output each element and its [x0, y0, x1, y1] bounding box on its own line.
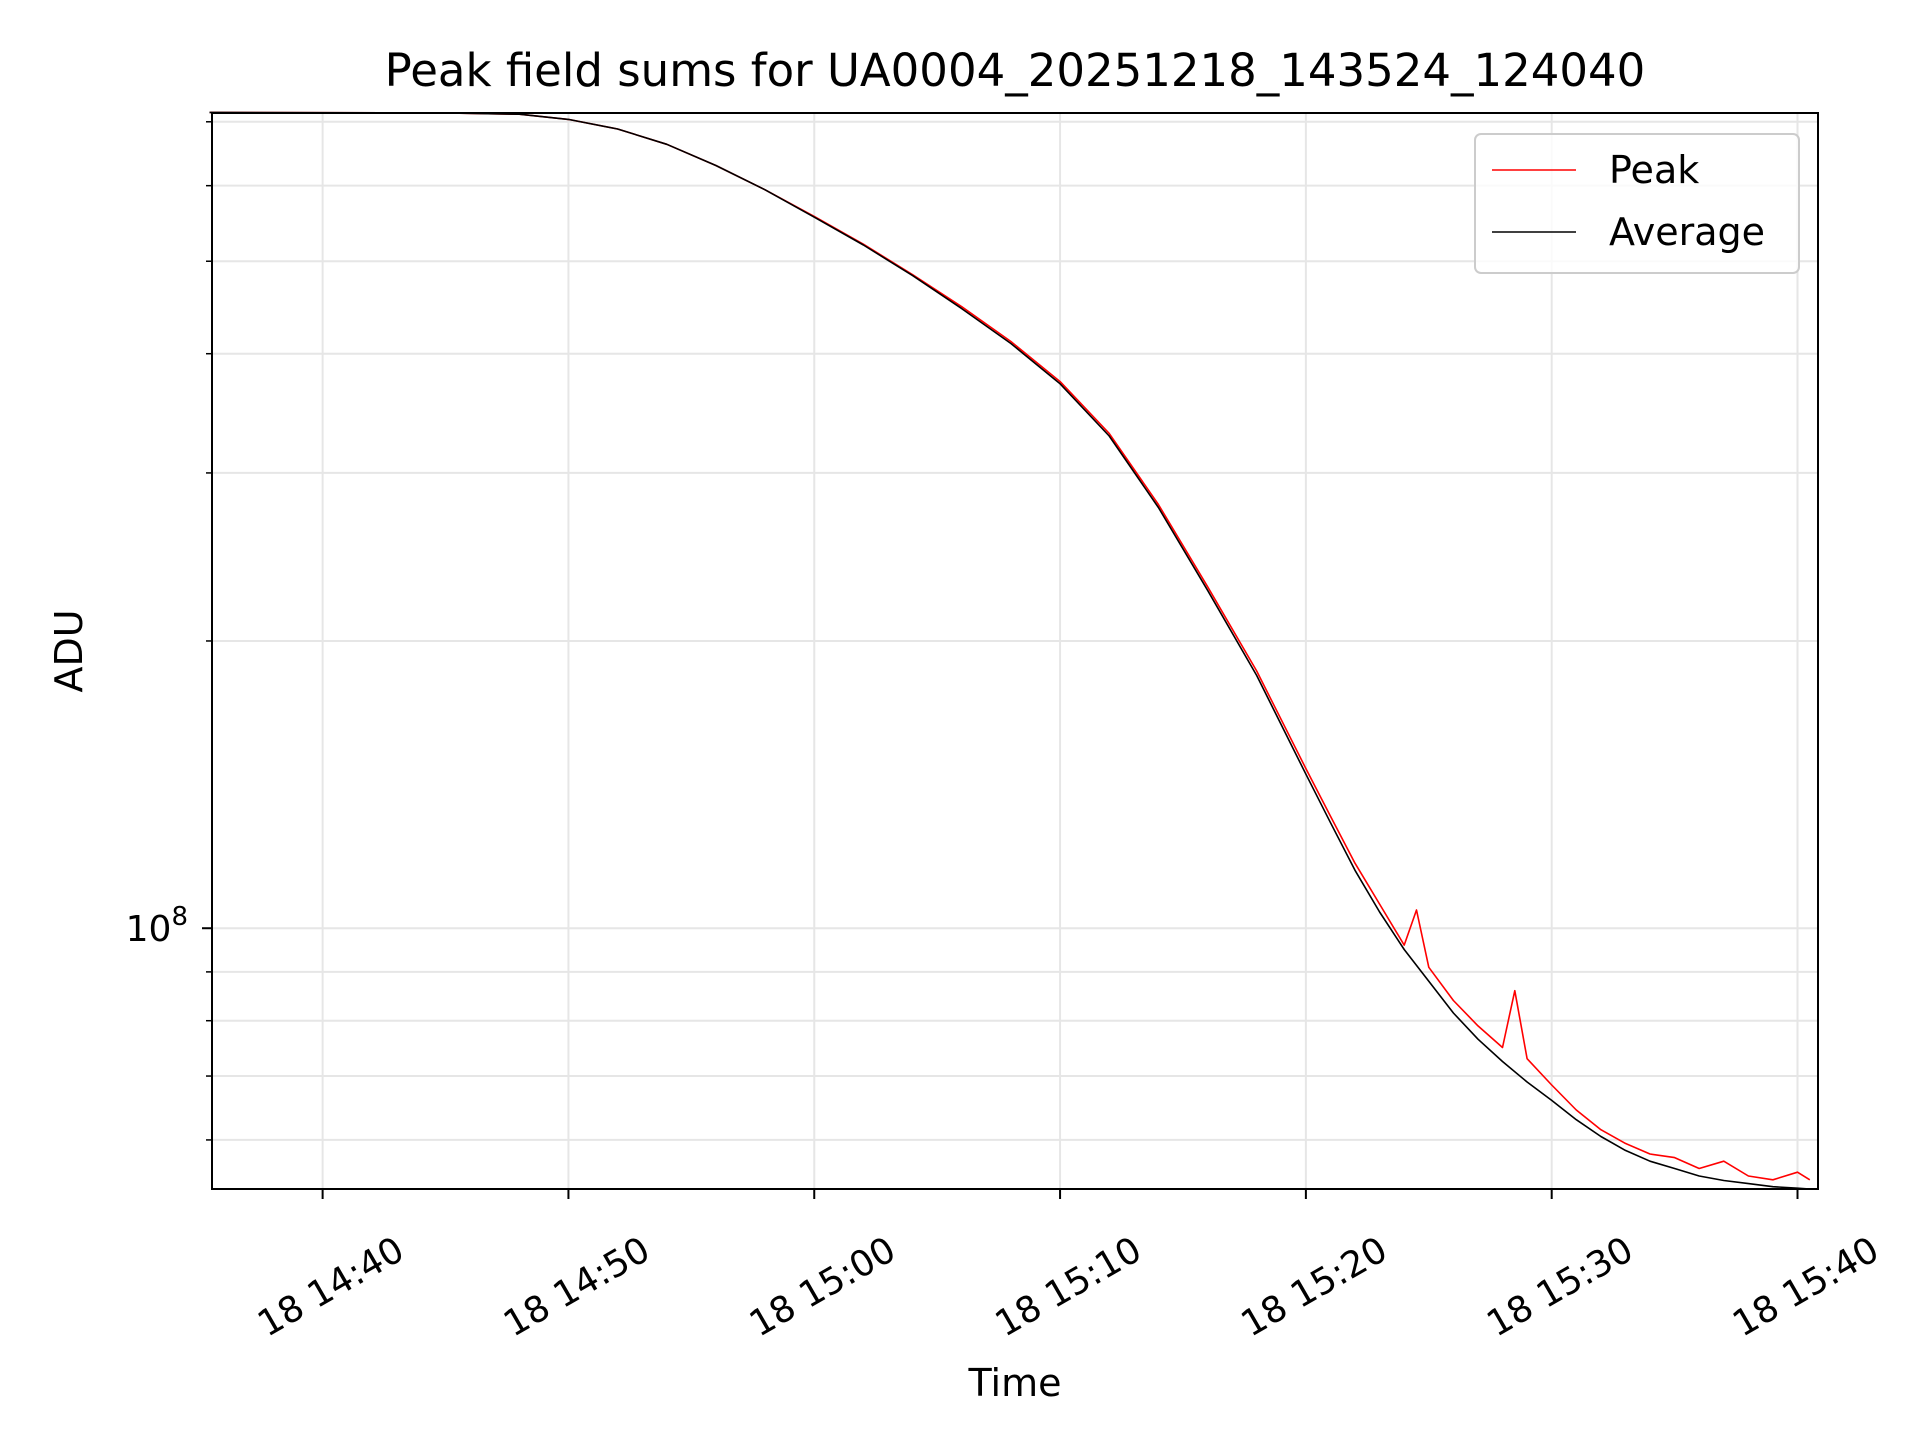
series-line-average	[209, 111, 1810, 1190]
grid	[212, 113, 1818, 1189]
legend-peak-label: Peak	[1609, 148, 1699, 192]
plot-frame	[211, 112, 1819, 1190]
legend: Peak Average	[1474, 133, 1800, 274]
legend-box	[1474, 133, 1800, 274]
y-axis-label: ADU	[47, 609, 91, 692]
y-tick-label: 108	[126, 902, 188, 950]
x-axis-label: Time	[968, 1361, 1062, 1405]
chart-title: Peak field sums for UA0004_20251218_1435…	[385, 44, 1646, 97]
series	[209, 111, 1811, 1190]
legend-average-label: Average	[1609, 210, 1765, 254]
